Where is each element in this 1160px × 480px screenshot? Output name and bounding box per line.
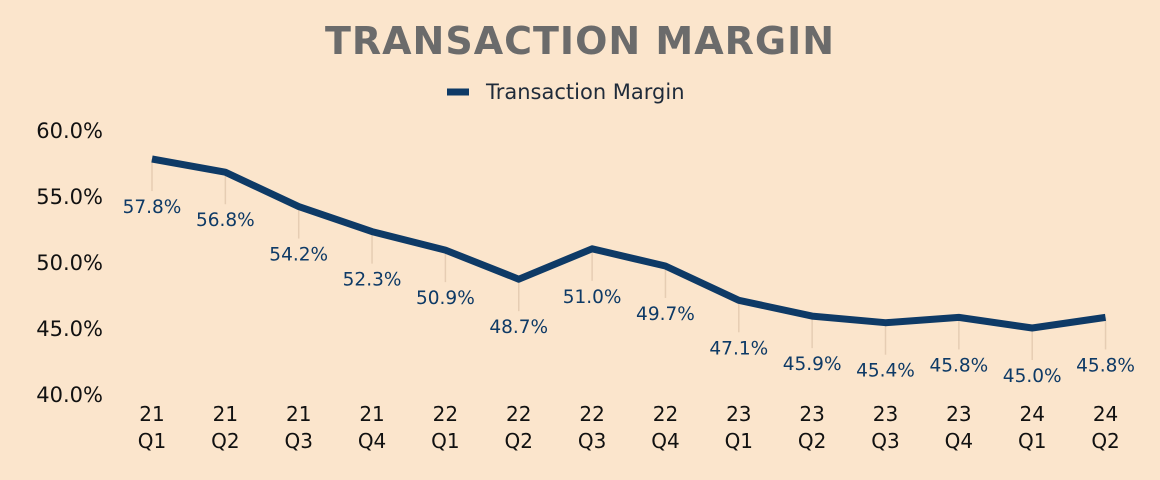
x-tick-label-year: 23 [726, 402, 751, 426]
x-tick-label-quarter: Q3 [871, 429, 899, 453]
data-label: 47.1% [709, 338, 768, 359]
x-tick-label-year: 23 [799, 402, 824, 426]
y-tick-label: 60.0% [36, 119, 103, 143]
x-tick-label-quarter: Q4 [945, 429, 973, 453]
data-label: 49.7% [636, 304, 695, 325]
y-tick-label: 55.0% [36, 185, 103, 209]
data-label: 45.9% [783, 354, 842, 375]
x-tick-label-year: 21 [359, 402, 384, 426]
legend: Transaction Margin [447, 80, 685, 104]
data-label: 52.3% [343, 270, 402, 291]
x-tick-label-quarter: Q1 [431, 429, 459, 453]
x-tick-label-quarter: Q3 [578, 429, 606, 453]
x-tick-label-quarter: Q2 [211, 429, 239, 453]
data-label: 45.0% [1003, 366, 1062, 387]
x-tick-label-quarter: Q4 [358, 429, 386, 453]
x-tick-label-year: 23 [946, 402, 971, 426]
data-label: 50.9% [416, 288, 475, 309]
x-tick-label-quarter: Q1 [725, 429, 753, 453]
series-line-group [151, 155, 1107, 332]
data-label: 57.8% [123, 197, 182, 218]
chart-title: TRANSACTION MARGIN [325, 19, 835, 63]
x-tick-label-quarter: Q2 [1091, 429, 1119, 453]
x-tick-label-year: 22 [579, 402, 604, 426]
x-tick-label-year: 22 [433, 402, 458, 426]
data-label: 45.8% [929, 355, 988, 376]
data-label: 54.2% [269, 245, 328, 266]
series-line-transaction-margin [151, 155, 1107, 332]
data-label: 45.4% [856, 361, 915, 382]
data-labels: 57.8% 56.8% 54.2% 52.3% 50.9% 48.7% 51.0% 49.7%… [123, 197, 1135, 387]
data-label: 48.7% [489, 317, 548, 338]
x-tick-label-quarter: Q1 [1018, 429, 1046, 453]
data-label: 56.8% [196, 210, 255, 231]
x-tick-label-year: 21 [286, 402, 311, 426]
x-tick-label-year: 21 [213, 402, 238, 426]
x-tick-label-quarter: Q4 [651, 429, 679, 453]
x-tick-label-quarter: Q3 [284, 429, 312, 453]
x-tick-label-year: 24 [1019, 402, 1044, 426]
y-tick-label: 40.0% [36, 383, 103, 407]
legend-label: Transaction Margin [485, 80, 685, 104]
data-label: 45.8% [1076, 355, 1135, 376]
x-axis: 21 Q1 21 Q2 21 Q3 21 Q4 22 Q1 22 Q2 22 Q3 22 Q4 23 Q1 23 Q2… [138, 402, 1120, 453]
x-tick-label-year: 23 [873, 402, 898, 426]
x-tick-label-year: 22 [653, 402, 678, 426]
x-tick-label-year: 21 [139, 402, 164, 426]
y-axis: 40.0% 45.0% 50.0% 55.0% 60.0% [36, 119, 103, 407]
x-tick-label-quarter: Q1 [138, 429, 166, 453]
data-label: 51.0% [563, 287, 622, 308]
x-tick-label-year: 24 [1093, 402, 1118, 426]
x-tick-label-quarter: Q2 [798, 429, 826, 453]
drop-lines [151, 159, 1107, 360]
y-tick-label: 45.0% [36, 317, 103, 341]
x-tick-label-quarter: Q2 [505, 429, 533, 453]
y-tick-label: 50.0% [36, 251, 103, 275]
x-tick-label-year: 22 [506, 402, 531, 426]
